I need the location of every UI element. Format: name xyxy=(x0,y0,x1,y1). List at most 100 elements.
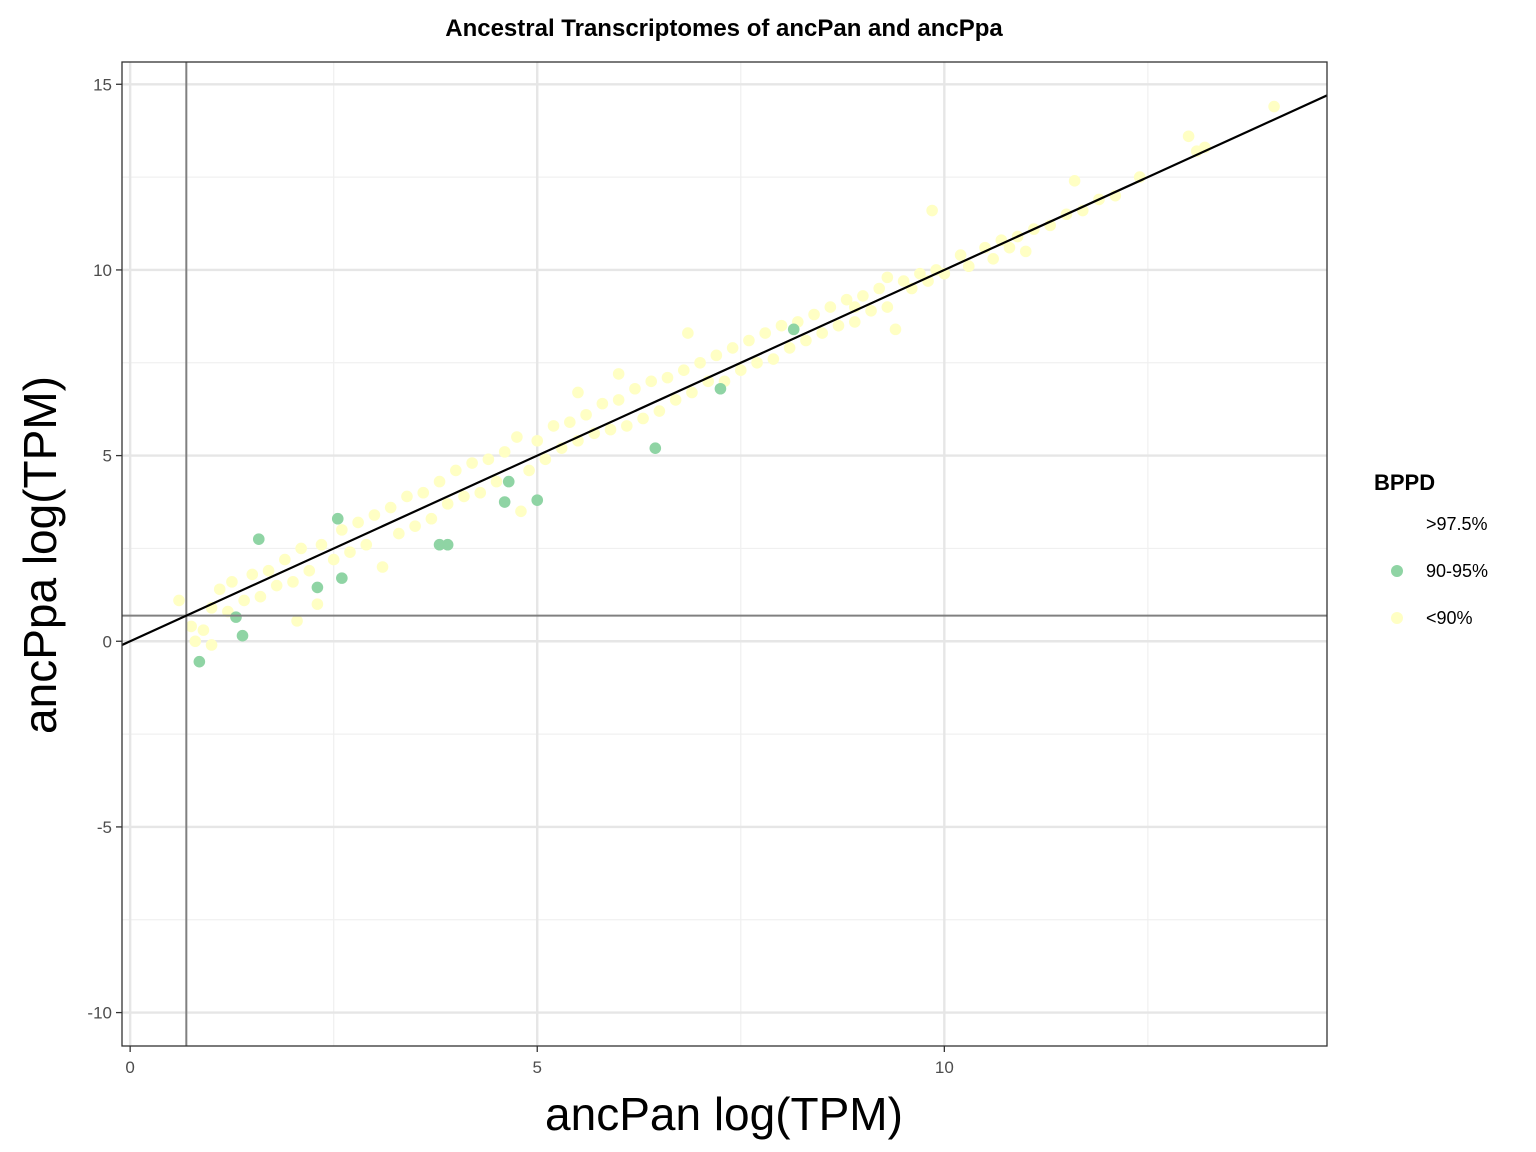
data-point xyxy=(466,457,478,469)
data-point xyxy=(482,453,495,466)
data-point xyxy=(604,423,617,436)
data-point xyxy=(726,342,739,354)
data-point xyxy=(498,496,511,508)
data-point xyxy=(824,301,837,313)
legend-label: 90-95% xyxy=(1426,561,1488,581)
data-point xyxy=(669,394,682,406)
data-point xyxy=(865,304,877,317)
data-point xyxy=(710,349,723,362)
data-point xyxy=(352,516,364,529)
data-point xyxy=(564,416,576,428)
points-group xyxy=(173,100,1280,668)
data-point xyxy=(498,446,511,458)
data-point xyxy=(315,538,328,551)
data-point xyxy=(502,475,515,488)
data-point xyxy=(787,323,800,336)
data-point xyxy=(816,327,829,339)
data-point xyxy=(572,386,584,399)
data-point xyxy=(1182,130,1195,143)
data-point xyxy=(873,282,885,295)
legend-swatch xyxy=(1391,565,1403,577)
data-point xyxy=(515,505,527,518)
plot-area: 0 5 10 -10 -5 0 5 10 15 xyxy=(87,61,1328,1077)
data-point xyxy=(645,375,658,388)
data-point xyxy=(523,464,535,477)
data-point xyxy=(441,498,454,510)
data-point xyxy=(848,316,861,328)
data-point xyxy=(287,576,299,588)
data-point xyxy=(661,371,674,384)
data-point xyxy=(897,275,910,287)
data-point xyxy=(511,431,523,443)
data-point xyxy=(490,475,503,488)
data-point xyxy=(987,252,999,265)
data-point xyxy=(857,290,869,302)
data-point xyxy=(881,301,894,313)
data-point xyxy=(686,386,698,399)
data-point xyxy=(193,655,206,668)
x-tick-label: 10 xyxy=(935,1058,954,1077)
data-point xyxy=(751,356,763,369)
data-point xyxy=(808,308,820,321)
data-point xyxy=(230,611,242,623)
plot-background xyxy=(122,62,1327,1046)
y-tick-label: 0 xyxy=(103,632,112,651)
data-point xyxy=(279,553,291,566)
data-point xyxy=(767,353,780,365)
data-point xyxy=(213,583,226,596)
data-point xyxy=(384,501,397,514)
data-point xyxy=(262,564,275,577)
data-point xyxy=(311,581,324,594)
data-point xyxy=(205,639,218,651)
data-point xyxy=(840,293,853,306)
data-point xyxy=(254,590,267,603)
data-point xyxy=(433,538,446,551)
data-point xyxy=(914,267,926,280)
data-point xyxy=(783,342,796,354)
data-point xyxy=(450,464,462,477)
data-point xyxy=(637,412,649,425)
data-point xyxy=(531,434,544,447)
data-point xyxy=(185,620,198,633)
data-point xyxy=(331,512,344,525)
data-point xyxy=(832,319,845,332)
data-point xyxy=(433,475,446,488)
data-point xyxy=(238,594,250,607)
data-point xyxy=(649,442,662,454)
y-tick-label: 15 xyxy=(93,75,112,94)
legend-swatch xyxy=(1391,612,1403,624)
data-point xyxy=(677,364,690,376)
data-point xyxy=(441,538,454,551)
data-point xyxy=(270,579,283,592)
data-point xyxy=(881,271,894,284)
y-tick-label: 5 xyxy=(103,447,112,466)
data-point xyxy=(311,598,324,610)
data-point xyxy=(620,420,633,432)
legend-label: <90% xyxy=(1426,608,1473,628)
data-point xyxy=(197,624,210,636)
data-point xyxy=(393,527,405,540)
y-tick-label: -5 xyxy=(97,818,112,837)
data-point xyxy=(409,520,421,532)
y-axis-title: ancPpa log(TPM) xyxy=(14,376,66,734)
legend-swatch xyxy=(1391,518,1403,530)
x-tick-label: 0 xyxy=(125,1058,134,1077)
data-point xyxy=(252,533,265,545)
data-point xyxy=(376,561,389,573)
data-point xyxy=(344,546,356,558)
data-point xyxy=(547,420,560,432)
data-point xyxy=(539,453,552,466)
data-point xyxy=(336,572,348,584)
data-point xyxy=(612,368,625,380)
data-point xyxy=(954,249,967,261)
data-point xyxy=(1068,175,1081,187)
data-point xyxy=(612,394,625,406)
data-point xyxy=(1003,241,1016,254)
data-point xyxy=(474,486,487,499)
data-point xyxy=(531,494,544,506)
data-point xyxy=(222,605,234,618)
y-tick-label: -10 xyxy=(87,1004,112,1023)
data-point xyxy=(336,524,348,536)
data-point xyxy=(246,568,259,581)
data-point xyxy=(759,327,772,339)
